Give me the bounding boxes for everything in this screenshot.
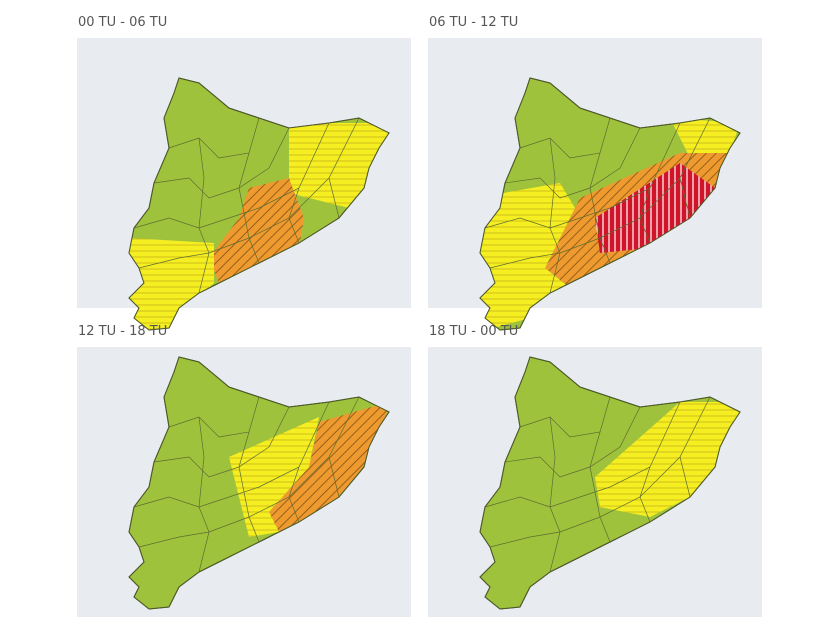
map-panel [428, 347, 762, 617]
panel-title: 00 TU - 06 TU [78, 15, 168, 30]
map-panel [77, 347, 411, 617]
panel-title: 18 TU - 00 TU [429, 324, 519, 339]
panel-title: 12 TU - 18 TU [78, 324, 168, 339]
panel-title: 06 TU - 12 TU [429, 15, 519, 30]
map-panel [77, 38, 411, 331]
map-panel [428, 38, 762, 331]
